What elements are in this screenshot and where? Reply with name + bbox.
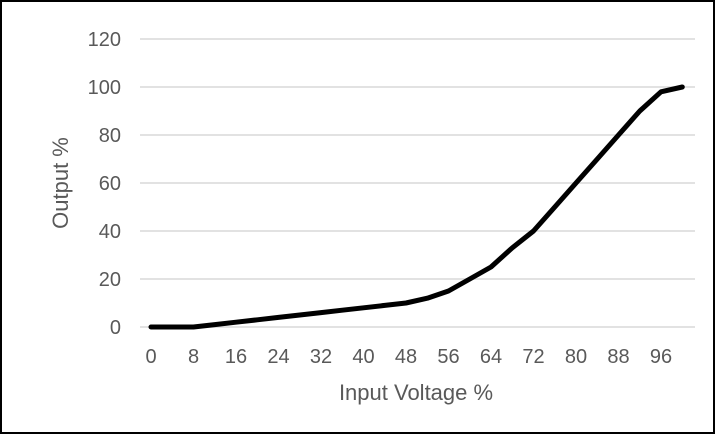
y-tick-label: 120 (88, 29, 121, 51)
x-tick-label: 16 (225, 346, 247, 368)
y-tick-label: 100 (88, 77, 121, 99)
x-tick-labels: 0 8 16 24 32 40 48 56 64 72 80 88 96 (145, 346, 672, 368)
x-tick-label: 64 (480, 346, 502, 368)
x-tick-label: 80 (565, 346, 587, 368)
series-layer (148, 84, 685, 330)
gridlines (140, 38, 695, 328)
x-tick-label: 88 (607, 346, 629, 368)
y-axis-title: Output % (48, 137, 73, 229)
x-tick-label: 8 (188, 346, 199, 368)
y-tick-label: 0 (110, 317, 121, 339)
y-tick-labels: 0 20 40 60 80 100 120 (88, 29, 121, 339)
series-line (148, 84, 685, 330)
y-tick-label: 20 (99, 269, 121, 291)
x-tick-label: 40 (352, 346, 374, 368)
y-tick-label: 40 (99, 221, 121, 243)
x-tick-label: 48 (395, 346, 417, 368)
x-tick-label: 0 (145, 346, 156, 368)
x-tick-label: 32 (310, 346, 332, 368)
x-tick-label: 56 (437, 346, 459, 368)
x-tick-label: 96 (650, 346, 672, 368)
x-tick-label: 72 (522, 346, 544, 368)
y-tick-label: 60 (99, 173, 121, 195)
y-tick-label: 80 (99, 125, 121, 147)
x-tick-label: 24 (267, 346, 289, 368)
x-axis-title: Input Voltage % (339, 380, 493, 405)
